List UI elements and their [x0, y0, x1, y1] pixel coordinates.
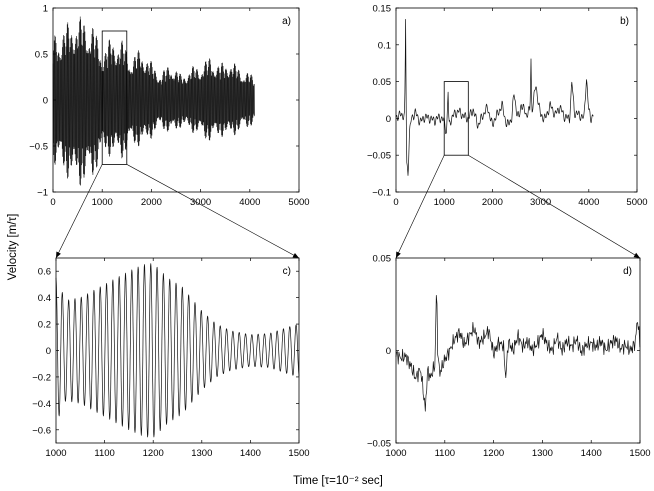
y-tick-label: −0.05 [367, 151, 391, 162]
y-tick-label: −0.6 [32, 425, 51, 436]
plot-frame [395, 257, 641, 444]
x-tick-label: 3000 [530, 197, 551, 208]
x-tick-label: 0 [50, 197, 55, 208]
x-tick-label: 5000 [288, 197, 309, 208]
zoom-line-a-right-arrowhead [292, 252, 299, 258]
y-tick-label: 0.05 [373, 254, 392, 265]
x-tick-label: 1400 [240, 448, 261, 459]
y-tick-label: 0 [386, 114, 391, 125]
panel-b: 0 1000 2000 3000 4000 5000 −0.1 −0.05 0 0.05 0.1 0.… [367, 4, 648, 209]
panel-label: b) [620, 16, 629, 27]
y-tick-label: −0.5 [29, 142, 48, 153]
zoom-line-a-right [126, 164, 300, 259]
x-tick-label: 1300 [191, 448, 212, 459]
zoom-box-a [101, 30, 128, 165]
x-tick-label: 1200 [143, 448, 164, 459]
y-tick-label: 0 [386, 346, 391, 357]
zoom-line-a-left-arrowhead [56, 251, 61, 258]
y-tick-label: −0.1 [372, 188, 391, 199]
x-tick-label: 1000 [45, 448, 66, 459]
y-tick-label: −0.2 [32, 372, 51, 383]
x-tick-label: 1200 [483, 448, 504, 459]
x-tick-label: 1000 [385, 448, 406, 459]
series-d-line [395, 294, 641, 412]
y-tick-label: −1 [37, 188, 48, 199]
x-tick-label: 0 [393, 197, 398, 208]
series-b-line [395, 18, 594, 176]
x-tick-label: 4000 [239, 197, 260, 208]
y-tick-label: 0.2 [38, 320, 51, 331]
x-tick-label: 1400 [581, 448, 602, 459]
y-tick-label: 0.4 [38, 293, 51, 304]
x-tick-label: 1000 [434, 197, 455, 208]
x-tick-label: 1000 [92, 197, 113, 208]
y-tick-label: 0.15 [373, 4, 392, 15]
series-c-line [55, 263, 300, 438]
plot-frame [395, 7, 638, 193]
zoom-line-b-right [468, 154, 641, 259]
zoom-line-b-left-arrowhead [396, 251, 401, 258]
y-tick-label: 0 [43, 96, 48, 107]
x-tick-label: 1100 [94, 448, 114, 459]
y-tick-label: −0.05 [367, 439, 391, 450]
zoom-box-b [443, 81, 469, 156]
y-tick-label: 1 [43, 4, 48, 15]
x-tick-label: 5000 [626, 197, 647, 208]
x-tick-label: 1500 [629, 448, 650, 459]
x-axis-label: Time [τ=10⁻² sec] [293, 475, 383, 487]
panel-label: c) [283, 266, 291, 277]
y-tick-label: −0.4 [32, 399, 51, 410]
zoom-line-b-left [395, 155, 445, 259]
y-axis-label: Velocity [m/τ] [7, 214, 19, 281]
y-tick-label: 0 [46, 346, 51, 357]
y-tick-label: 0.05 [373, 77, 392, 88]
panel-label: a) [282, 16, 291, 27]
y-tick-label: 0.6 [38, 267, 51, 278]
x-tick-label: 2000 [482, 197, 503, 208]
x-tick-label: 4000 [578, 197, 599, 208]
zoom-line-b-right-arrowhead [633, 252, 640, 258]
zoom-connector-lines [55, 154, 641, 259]
y-tick-label: 0.5 [35, 50, 48, 61]
panel-c: 1000 1100 1200 1300 1400 1500 −0.6 −0.4 −0.2 0 0.2… [32, 257, 310, 459]
series-a-line [52, 16, 255, 186]
x-tick-label: 1500 [288, 448, 309, 459]
plot-frame [55, 257, 300, 444]
x-tick-label: 2000 [141, 197, 162, 208]
zoom-line-a-left [55, 164, 103, 259]
x-tick-label: 3000 [190, 197, 211, 208]
panel-label: d) [623, 266, 632, 277]
plot-frame [52, 7, 300, 193]
panel-a: 0 1000 2000 3000 4000 5000 −1 −0.5 0 0.5 1 a) [29, 4, 309, 209]
x-tick-label: 1100 [435, 448, 455, 459]
y-tick-label: 0.1 [378, 40, 391, 51]
panel-d: 1000 1100 1200 1300 1400 1500 −0.05 0 0.05 d) [367, 254, 651, 460]
x-tick-label: 1300 [532, 448, 553, 459]
